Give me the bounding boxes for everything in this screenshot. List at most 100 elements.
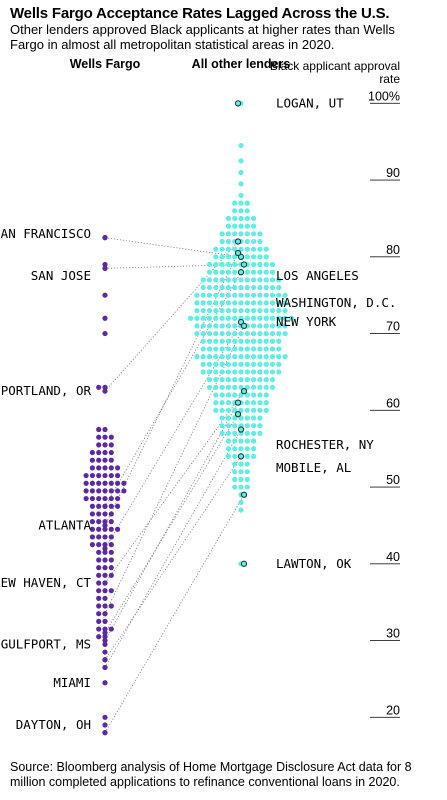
- other-lenders-dot: [269, 361, 276, 367]
- wells-fargo-dot: [89, 503, 95, 509]
- wells-fargo-dot: [96, 588, 102, 594]
- other-lenders-dot: [282, 315, 288, 321]
- wells-fargo-dot: [108, 449, 114, 456]
- other-lenders-dot: [232, 246, 238, 252]
- other-lenders-dot: [244, 361, 250, 367]
- highlight-ring-logan-ut: [234, 100, 242, 107]
- other-lenders-dot: [251, 300, 257, 306]
- y-tick-label: 100%: [368, 89, 400, 103]
- other-lenders-dot: [219, 361, 225, 367]
- other-lenders-dot: [276, 369, 282, 375]
- other-lenders-dot: [232, 269, 238, 275]
- wells-fargo-dot: [96, 465, 102, 471]
- wells-fargo-dot: [96, 526, 102, 532]
- other-lenders-dot: [276, 300, 282, 306]
- y-tick-label: 20: [386, 703, 400, 717]
- other-lenders-dot: [251, 307, 257, 314]
- wells-fargo-dot: [102, 557, 108, 563]
- other-lenders-dot: [219, 307, 225, 314]
- other-lenders-dot: [219, 377, 225, 383]
- other-lenders-dot: [257, 261, 263, 268]
- other-lenders-dot: [244, 438, 250, 444]
- other-lenders-dot: [257, 254, 263, 260]
- wells-fargo-dot: [102, 488, 108, 494]
- other-lenders-dot: [244, 269, 250, 275]
- wells-fargo-dot-san-jose: [102, 265, 108, 271]
- other-lenders-dot: [206, 315, 213, 321]
- connector-los-angeles: [104, 252, 239, 526]
- other-lenders-dot: [244, 315, 250, 321]
- other-lenders-dot: [213, 292, 219, 298]
- other-lenders-dot: [225, 215, 231, 222]
- highlight-ring-new-haven-ct: [240, 387, 248, 395]
- other-lenders-dot: [263, 346, 269, 352]
- other-lenders-dot: [225, 354, 231, 360]
- other-lenders-dot: [257, 430, 263, 436]
- other-lenders-dot: [251, 438, 257, 444]
- other-lenders-dot: [219, 384, 225, 390]
- other-lenders-dot: [276, 354, 282, 360]
- other-lenders-dot: [225, 238, 231, 245]
- wells-fargo-dot: [89, 542, 95, 548]
- wells-fargo-dot: [102, 526, 108, 532]
- wells-fargo-dot: [89, 457, 95, 463]
- other-lenders-dot: [206, 384, 213, 390]
- wells-fargo-dot: [96, 495, 102, 502]
- other-lenders-dot: [206, 346, 213, 352]
- other-lenders-dot: [200, 315, 206, 321]
- wells-fargo-dot: [108, 503, 114, 509]
- wells-fargo-dot: [102, 261, 108, 268]
- highlight-ring-new-york: [240, 322, 248, 330]
- other-lenders-dot: [257, 354, 263, 360]
- other-lenders-dot: [213, 330, 219, 337]
- other-lenders-dot: [225, 407, 231, 413]
- connector-san-jose: [104, 264, 245, 269]
- other-lenders-dot: [232, 338, 238, 344]
- other-lenders-dot: [232, 208, 238, 214]
- other-lenders-dot: [194, 330, 200, 337]
- other-lenders-dot: [213, 277, 219, 283]
- other-lenders-dot: [232, 277, 238, 283]
- other-lenders-dot: [232, 346, 238, 352]
- wells-fargo-dot: [89, 472, 95, 479]
- other-lenders-dot: [282, 307, 288, 314]
- wells-fargo-dot: [83, 495, 89, 502]
- wells-fargo-dot: [108, 572, 114, 578]
- other-lenders-dot: [251, 223, 257, 229]
- other-lenders-dot: [244, 377, 250, 383]
- wells-fargo-dot: [96, 611, 102, 617]
- other-lenders-dot: [206, 377, 213, 383]
- wells-fargo-dot: [102, 542, 108, 548]
- wells-fargo-dot: [108, 495, 114, 502]
- other-lenders-dot: [238, 142, 244, 149]
- other-lenders-dot: [232, 369, 238, 375]
- wells-fargo-dot: [96, 503, 102, 509]
- highlight-ring-miami: [237, 426, 245, 433]
- wells-fargo-dot-portland-or: [102, 388, 108, 394]
- city-label-new-york: NEW YORK: [276, 314, 337, 329]
- other-lenders-dot: [257, 269, 263, 275]
- highlight-ring-portland-or: [234, 238, 242, 245]
- other-lenders-dot: [269, 354, 276, 360]
- other-lenders-dot: [213, 338, 219, 344]
- other-lenders-dot: [200, 323, 206, 329]
- city-label-los-angeles: LOS ANGELES: [276, 268, 359, 283]
- connector-new-york: [104, 325, 245, 614]
- wells-fargo-dot: [102, 511, 108, 517]
- city-connectors: [104, 237, 245, 733]
- other-lenders-dot: [232, 231, 238, 237]
- other-lenders-dot: [225, 392, 231, 398]
- other-lenders-dot: [206, 277, 213, 283]
- other-lenders-dot: [213, 307, 219, 314]
- other-lenders-dot: [263, 377, 269, 383]
- other-lenders-dot: [244, 223, 250, 229]
- other-lenders-dot: [194, 354, 200, 360]
- wells-fargo-dot-atlanta: [102, 503, 108, 509]
- other-lenders-dot: [219, 338, 225, 344]
- other-lenders-dot: [244, 400, 250, 406]
- connector-mobile-al: [104, 456, 242, 660]
- other-lenders-dot: [238, 158, 244, 164]
- highlight-ring-los-angeles: [234, 249, 242, 257]
- other-lenders-dot: [244, 238, 250, 245]
- other-lenders-dot: [232, 200, 238, 206]
